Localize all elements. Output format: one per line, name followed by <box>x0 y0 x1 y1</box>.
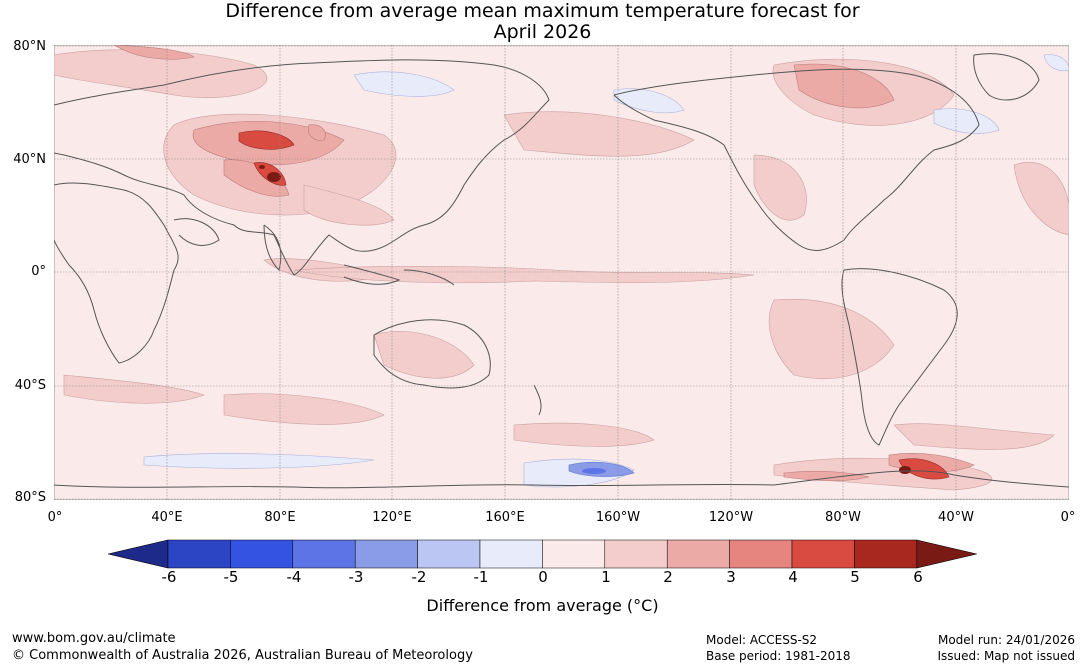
colorbar-segment <box>854 539 918 569</box>
lon-label-40w: 40°W <box>938 510 974 525</box>
footer-copyright: © Commonwealth of Australia 2026, Austra… <box>12 648 473 663</box>
colorbar-segment <box>666 539 730 569</box>
colorbar-segment <box>604 539 668 569</box>
lon-label-0-east: 0° <box>1060 510 1076 525</box>
colorbar-tick-label: 5 <box>850 568 860 586</box>
colorbar-tick-label: 4 <box>788 568 798 586</box>
colorbar-segment <box>230 539 294 569</box>
lat-label-80n: 80°N <box>13 39 46 54</box>
colorbar-title: Difference from average (°C) <box>426 596 659 615</box>
map-title-line-1: Difference from average mean maximum tem… <box>225 0 860 22</box>
colorbar-tick-label: -1 <box>473 568 489 586</box>
colorbar-tick-label: 6 <box>913 568 923 586</box>
lon-label-160e: 160°E <box>485 510 525 525</box>
colorbar-tick-label: 3 <box>726 568 736 586</box>
gridlines <box>54 45 1069 500</box>
colorbar-tick-label: -3 <box>348 568 364 586</box>
lon-label-120w: 120°W <box>708 510 754 525</box>
lon-label-0-west: 0° <box>47 510 63 525</box>
footer-issued: Issued: Map not issued <box>937 649 1075 663</box>
colorbar-segment <box>791 539 855 569</box>
colorbar-segment <box>354 539 418 569</box>
colorbar <box>108 539 977 569</box>
colorbar-tick-label: -2 <box>411 568 427 586</box>
colorbar-segment <box>417 539 481 569</box>
anomaly-regions-colder <box>582 468 606 474</box>
colorbar-tick-label: -4 <box>286 568 302 586</box>
lon-label-120e: 120°E <box>372 510 412 525</box>
colorbar-segment <box>542 539 606 569</box>
colorbar-segment <box>292 539 356 569</box>
colorbar-tick-label: 0 <box>538 568 548 586</box>
footer-model-run: Model run: 24/01/2026 <box>937 633 1075 647</box>
footer-model: Model: ACCESS-S2 <box>706 633 818 647</box>
anomaly-extreme-hotspots <box>259 165 911 474</box>
lon-label-160w: 160°W <box>595 510 641 525</box>
colorbar-segment <box>729 539 793 569</box>
colorbar-extend-high <box>916 539 977 569</box>
coastlines <box>54 53 1069 489</box>
colorbar-segment <box>479 539 543 569</box>
lon-label-40e: 40°E <box>151 510 183 525</box>
colorbar-tick-label: -6 <box>161 568 177 586</box>
footer-website: www.bom.gov.au/climate <box>12 631 176 646</box>
lat-label-80s: 80°S <box>14 490 46 505</box>
colorbar-extend-low <box>108 539 169 569</box>
lat-label-40n: 40°N <box>13 152 46 167</box>
lon-label-80w: 80°W <box>825 510 861 525</box>
temperature-anomaly-map <box>54 45 1069 500</box>
footer-base-period: Base period: 1981-2018 <box>706 649 851 663</box>
lat-label-40s: 40°S <box>14 378 46 393</box>
colorbar-tick-label: -5 <box>223 568 239 586</box>
colorbar-tick-label: 1 <box>601 568 611 586</box>
map-title-line-2: April 2026 <box>493 21 592 43</box>
colorbar-segment <box>167 539 231 569</box>
lon-label-80e: 80°E <box>264 510 296 525</box>
lat-label-0: 0° <box>31 264 46 279</box>
colorbar-tick-label: 2 <box>663 568 673 586</box>
